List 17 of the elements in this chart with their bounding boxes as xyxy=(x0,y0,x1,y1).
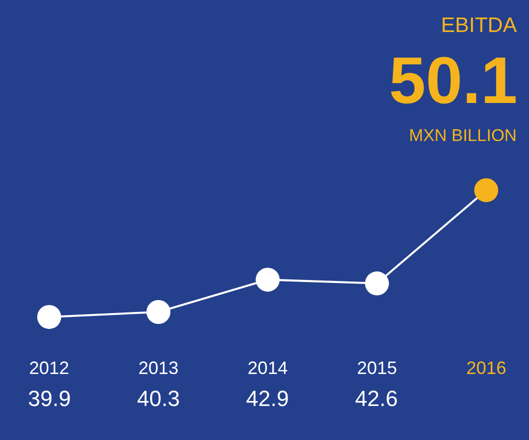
point xyxy=(37,304,62,329)
x-tick-label: 2012 xyxy=(29,358,70,378)
data-label: 40.3 xyxy=(137,386,180,411)
x-tick-label: 2015 xyxy=(356,358,397,378)
chart-title: EBITDA xyxy=(441,14,517,37)
data-label: 42.9 xyxy=(246,386,289,411)
x-tick-label: 2014 xyxy=(248,358,288,378)
point xyxy=(364,271,389,296)
point xyxy=(256,268,280,292)
point xyxy=(146,300,170,324)
data-label: 39.9 xyxy=(28,386,71,411)
point xyxy=(474,178,498,202)
x-tick-label: 2013 xyxy=(138,358,178,378)
data-label: 42.6 xyxy=(355,386,398,411)
chart-subtitle: MXN BILLION xyxy=(409,126,517,145)
x-tick-label: 2016 xyxy=(466,358,506,378)
text: 50.1 xyxy=(389,43,518,117)
